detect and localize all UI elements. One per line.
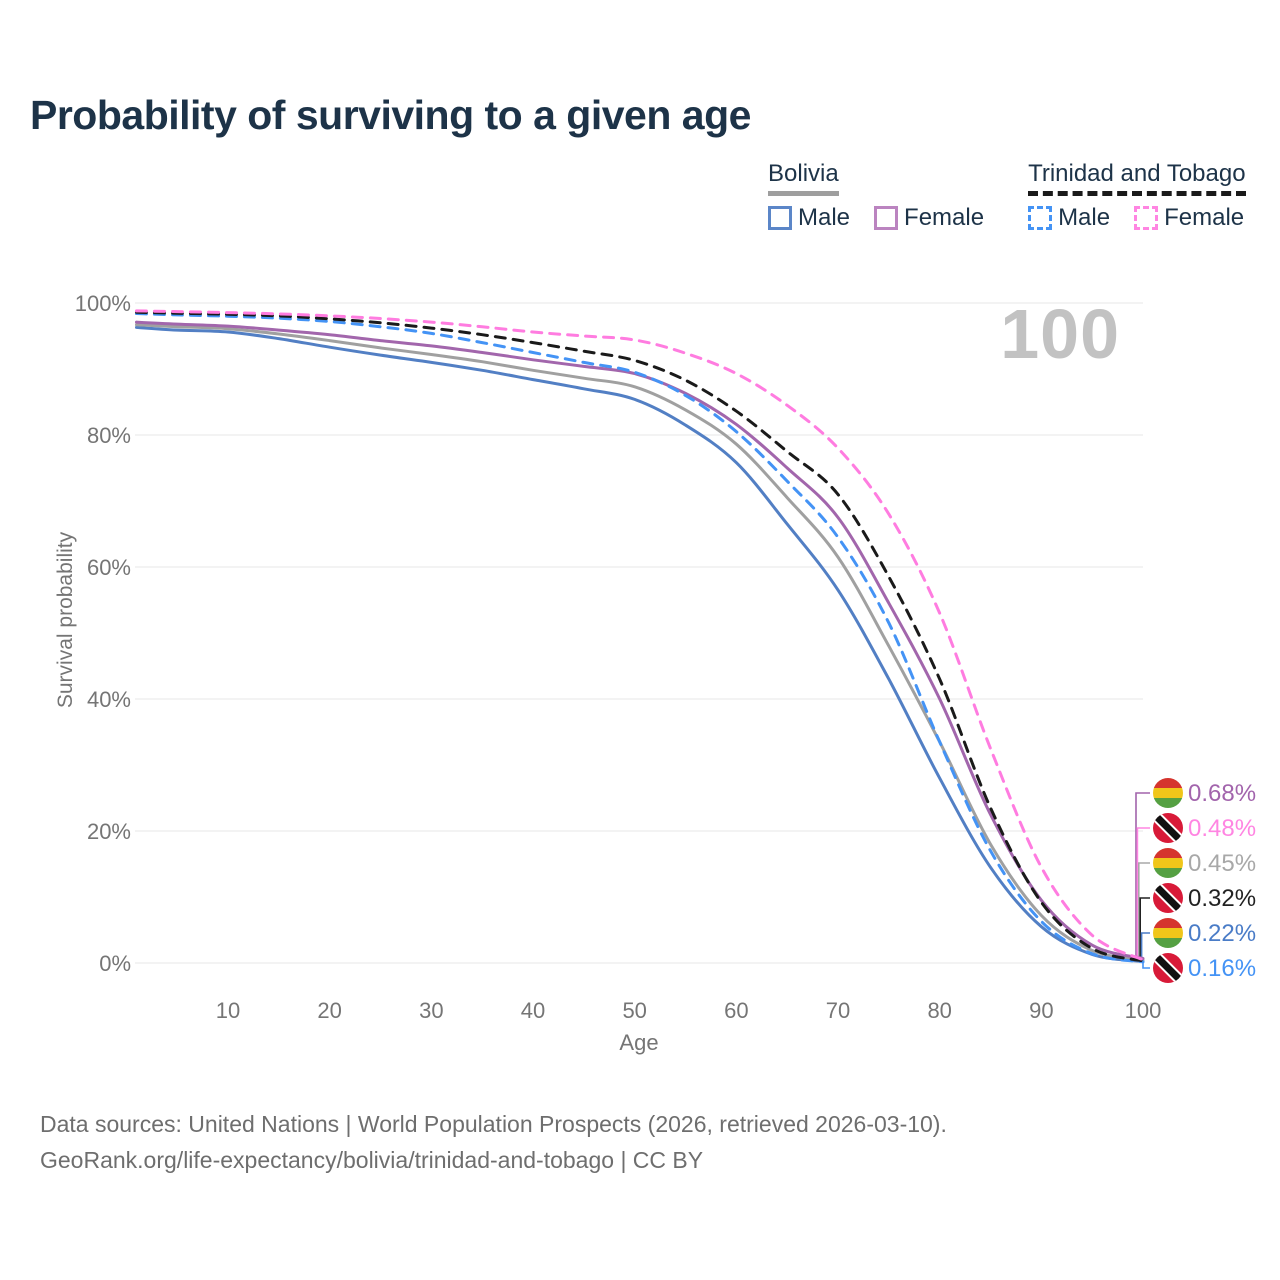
bolivia-flag-icon bbox=[1153, 918, 1183, 948]
end-value-label: 0.32% bbox=[1188, 885, 1256, 912]
x-tick-label: 90 bbox=[1029, 998, 1053, 1023]
legend-item-bolivia-female[interactable]: Female bbox=[874, 204, 984, 232]
source-line-2: GeoRank.org/life-expectancy/bolivia/trin… bbox=[40, 1147, 704, 1173]
series-line-bolivia-male[interactable] bbox=[134, 325, 1145, 963]
flag-part bbox=[1153, 813, 1183, 843]
source-note: Data sources: United Nations | World Pop… bbox=[40, 1106, 947, 1178]
y-tick-label: 100% bbox=[75, 291, 131, 316]
flag-part bbox=[1153, 938, 1183, 948]
x-axis-title: Age bbox=[619, 1030, 658, 1055]
flag-part bbox=[1153, 778, 1183, 788]
bolivia-flag-icon bbox=[1153, 848, 1183, 878]
legend-item-bolivia-male[interactable]: Male bbox=[768, 204, 850, 232]
legend-label: Female bbox=[904, 204, 985, 231]
trinidad-female-swatch-icon bbox=[1134, 206, 1159, 230]
series-line-bolivia-female[interactable] bbox=[134, 320, 1145, 960]
x-tick-label: 50 bbox=[622, 998, 646, 1023]
flag-part bbox=[1153, 918, 1183, 928]
legend-label: Male bbox=[1058, 204, 1111, 231]
x-tick-label: 70 bbox=[826, 998, 850, 1023]
source-line-1: Data sources: United Nations | World Pop… bbox=[40, 1111, 947, 1137]
legend-label: Female bbox=[1164, 204, 1245, 231]
flag-part bbox=[1153, 953, 1183, 983]
series-line-bolivia-both-sexes[interactable] bbox=[134, 323, 1145, 962]
chart-legend: Bolivia Male Female Trinidad and Tobago … bbox=[768, 160, 1250, 232]
end-label-connector bbox=[1142, 961, 1150, 969]
flag-part bbox=[1153, 798, 1183, 808]
legend-group-title-bolivia[interactable]: Bolivia bbox=[768, 160, 839, 196]
x-tick-label: 100 bbox=[1125, 998, 1162, 1023]
x-tick-label: 10 bbox=[216, 998, 240, 1023]
flag-part bbox=[1153, 788, 1183, 798]
legend-item-trinidad-female[interactable]: Female bbox=[1134, 204, 1244, 232]
end-value-label: 0.68% bbox=[1188, 780, 1256, 807]
x-tick-label: 40 bbox=[521, 998, 545, 1023]
bolivia-flag-icon bbox=[1153, 778, 1183, 808]
x-tick-label: 60 bbox=[724, 998, 748, 1023]
trinidad-flag-icon bbox=[1153, 953, 1183, 983]
legend-group-bolivia: Bolivia Male Female bbox=[768, 160, 984, 232]
y-tick-label: 0% bbox=[99, 951, 131, 976]
y-tick-label: 20% bbox=[87, 819, 131, 844]
y-tick-label: 80% bbox=[87, 423, 131, 448]
flag-part bbox=[1153, 928, 1183, 938]
y-tick-label: 60% bbox=[87, 555, 131, 580]
trinidad-flag-icon bbox=[1153, 883, 1183, 913]
trinidad-male-swatch-icon bbox=[1028, 206, 1053, 230]
survival-chart: 0% 20% 40% 60% 80% 100% 10 20 30 40 50 60 70 80 90 100 A… bbox=[75, 291, 1256, 1055]
bolivia-female-swatch-icon bbox=[874, 206, 899, 230]
flag-part bbox=[1153, 883, 1183, 913]
end-value-label: 0.48% bbox=[1188, 815, 1256, 842]
x-tick-label: 80 bbox=[927, 998, 951, 1023]
legend-group-trinidad: Trinidad and Tobago Male Female bbox=[1028, 160, 1246, 232]
page-title: Probability of surviving to a given age bbox=[30, 92, 751, 138]
end-value-label: 0.22% bbox=[1188, 920, 1256, 947]
x-tick-label: 30 bbox=[419, 998, 443, 1023]
flag-part bbox=[1153, 858, 1183, 868]
legend-item-trinidad-male[interactable]: Male bbox=[1028, 204, 1110, 232]
trinidad-flag-icon bbox=[1153, 813, 1183, 843]
bolivia-male-swatch-icon bbox=[768, 206, 792, 230]
legend-label: Male bbox=[798, 204, 851, 231]
end-value-label: 0.45% bbox=[1188, 850, 1256, 877]
series-line-trinidad-and-tobago-male[interactable] bbox=[134, 312, 1145, 964]
flag-part bbox=[1153, 848, 1183, 858]
flag-part bbox=[1153, 868, 1183, 878]
x-tick-label: 20 bbox=[317, 998, 341, 1023]
series-line-trinidad-and-tobago-female[interactable] bbox=[134, 309, 1145, 962]
series-line-trinidad-and-tobago-both-sexes[interactable] bbox=[134, 310, 1145, 963]
end-value-label: 0.16% bbox=[1188, 955, 1256, 982]
age-counter-watermark: 100 bbox=[1000, 295, 1120, 373]
y-tick-label: 40% bbox=[87, 687, 131, 712]
legend-group-title-trinidad[interactable]: Trinidad and Tobago bbox=[1028, 160, 1246, 196]
